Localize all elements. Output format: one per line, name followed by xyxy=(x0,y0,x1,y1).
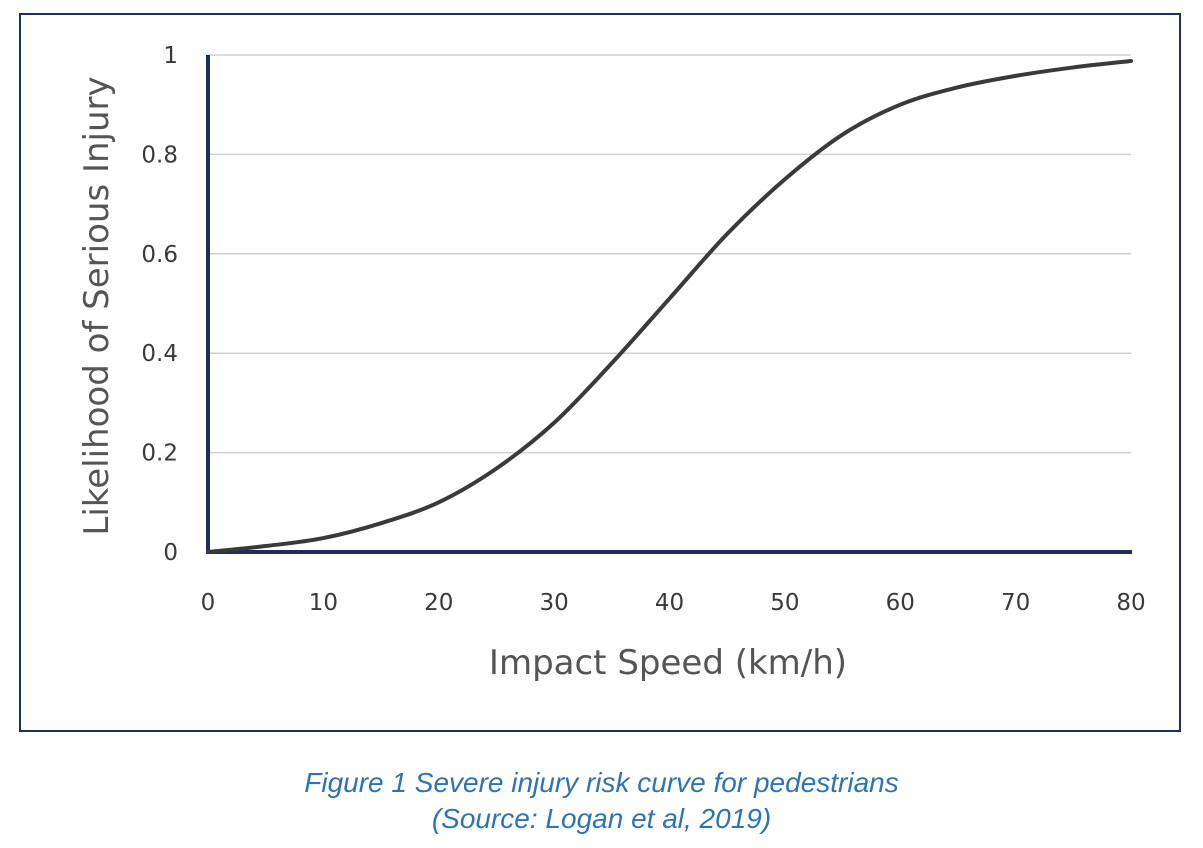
x-tick-label: 40 xyxy=(655,590,684,616)
x-tick-label: 50 xyxy=(770,590,799,616)
y-tick-label: 1 xyxy=(163,43,178,69)
figure-source: (Source: Logan et al, 2019) xyxy=(431,803,772,834)
series-line xyxy=(206,58,1133,554)
x-tick-label: 20 xyxy=(424,590,453,616)
y-tick-label: 0 xyxy=(163,540,178,566)
x-tick-label: 10 xyxy=(309,590,338,616)
gridlines xyxy=(208,54,1131,454)
x-tick-label: 70 xyxy=(1001,590,1030,616)
y-axis-title: Likelihood of Serious Injury xyxy=(77,76,117,535)
y-tick-label: 0.4 xyxy=(141,341,178,367)
x-tick-label: 80 xyxy=(1116,590,1145,616)
x-axis-title: Impact Speed (km/h) xyxy=(489,643,847,683)
chart-frame xyxy=(19,13,1181,732)
y-tick-label: 0.2 xyxy=(141,441,178,467)
axes xyxy=(206,55,1132,554)
tick-labels: 00.20.40.60.810 10 20 30 40 50 60 70 80 xyxy=(141,43,1145,616)
y-tick-label: 0.6 xyxy=(141,242,178,268)
series-layer xyxy=(206,58,1133,554)
figure-caption: Figure 1 Severe injury risk curve for pe… xyxy=(304,767,899,798)
y-tick-label: 0.8 xyxy=(141,142,178,168)
x-tick-label: 0 xyxy=(201,590,216,616)
x-tick-label: 30 xyxy=(539,590,568,616)
x-tick-label: 60 xyxy=(886,590,915,616)
